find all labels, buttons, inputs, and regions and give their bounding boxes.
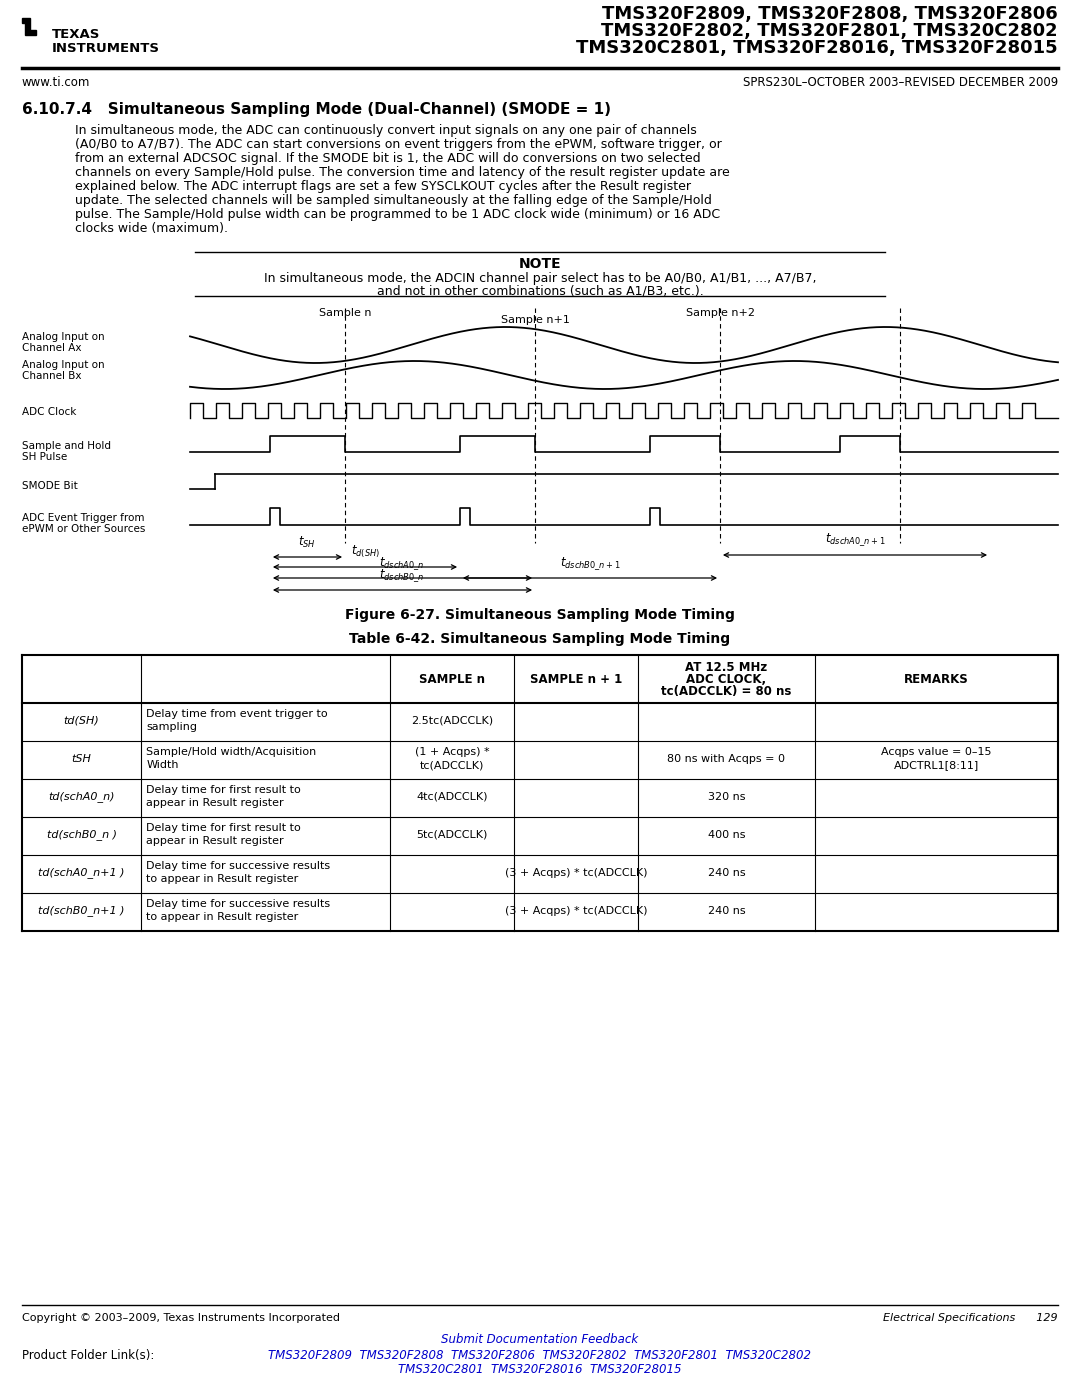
Text: channels on every Sample/Hold pulse. The conversion time and latency of the resu: channels on every Sample/Hold pulse. The…: [75, 166, 730, 179]
Text: Channel Bx: Channel Bx: [22, 372, 81, 381]
Text: 4tc(ADCCLK): 4tc(ADCCLK): [416, 792, 488, 802]
Text: Delay time from event trigger to: Delay time from event trigger to: [146, 710, 327, 719]
Text: appear in Result register: appear in Result register: [146, 835, 284, 847]
Text: tc(ADCCLK): tc(ADCCLK): [420, 760, 484, 770]
Text: INSTRUMENTS: INSTRUMENTS: [52, 42, 160, 54]
Text: TMS320C2801  TMS320F28016  TMS320F28015: TMS320C2801 TMS320F28016 TMS320F28015: [399, 1363, 681, 1376]
Text: td(schA0_n+1 ): td(schA0_n+1 ): [38, 868, 125, 879]
Text: $t_{dschA0\_n}$: $t_{dschA0\_n}$: [379, 555, 424, 571]
Text: ADC CLOCK,: ADC CLOCK,: [687, 673, 767, 686]
Text: TMS320F2809  TMS320F2808  TMS320F2806  TMS320F2802  TMS320F2801  TMS320C2802: TMS320F2809 TMS320F2808 TMS320F2806 TMS3…: [269, 1350, 811, 1362]
Text: NOTE: NOTE: [518, 257, 562, 271]
Text: TMS320C2801, TMS320F28016, TMS320F28015: TMS320C2801, TMS320F28016, TMS320F28015: [577, 39, 1058, 57]
Text: td(schB0_n ): td(schB0_n ): [46, 830, 117, 841]
Text: ePWM or Other Sources: ePWM or Other Sources: [22, 524, 146, 534]
Text: Copyright © 2003–2009, Texas Instruments Incorporated: Copyright © 2003–2009, Texas Instruments…: [22, 1313, 340, 1323]
Text: clocks wide (maximum).: clocks wide (maximum).: [75, 222, 228, 235]
Text: Channel Ax: Channel Ax: [22, 344, 81, 353]
Text: Delay time for first result to: Delay time for first result to: [146, 823, 301, 833]
Text: td(schB0_n+1 ): td(schB0_n+1 ): [38, 905, 125, 916]
Text: Table 6-42. Simultaneous Sampling Mode Timing: Table 6-42. Simultaneous Sampling Mode T…: [350, 631, 730, 645]
Text: (3 + Acqps) * tc(ADCCLK): (3 + Acqps) * tc(ADCCLK): [505, 868, 648, 877]
Text: ADC Event Trigger from: ADC Event Trigger from: [22, 513, 145, 522]
Text: Submit Documentation Feedback: Submit Documentation Feedback: [442, 1333, 638, 1345]
Text: (3 + Acqps) * tc(ADCCLK): (3 + Acqps) * tc(ADCCLK): [505, 905, 648, 915]
Text: to appear in Result register: to appear in Result register: [146, 875, 298, 884]
Polygon shape: [22, 18, 36, 35]
Text: Electrical Specifications      129: Electrical Specifications 129: [883, 1313, 1058, 1323]
Text: from an external ADCSOC signal. If the SMODE bit is 1, the ADC will do conversio: from an external ADCSOC signal. If the S…: [75, 152, 701, 165]
Text: SMODE Bit: SMODE Bit: [22, 481, 78, 490]
Text: $t_{SH}$: $t_{SH}$: [298, 535, 316, 550]
Text: In simultaneous mode, the ADC can continuously convert input signals on any one : In simultaneous mode, the ADC can contin…: [75, 124, 697, 137]
Text: 320 ns: 320 ns: [707, 792, 745, 802]
Text: Delay time for successive results: Delay time for successive results: [146, 861, 330, 870]
Text: Figure 6-27. Simultaneous Sampling Mode Timing: Figure 6-27. Simultaneous Sampling Mode …: [346, 608, 734, 622]
Text: tc(ADCCLK) = 80 ns: tc(ADCCLK) = 80 ns: [661, 685, 792, 698]
Text: update. The selected channels will be sampled simultaneously at the falling edge: update. The selected channels will be sa…: [75, 194, 712, 207]
Text: Delay time for first result to: Delay time for first result to: [146, 785, 301, 795]
Text: td(SH): td(SH): [64, 715, 99, 725]
Text: Sample/Hold width/Acquisition: Sample/Hold width/Acquisition: [146, 747, 316, 757]
Text: Product Folder Link(s):: Product Folder Link(s):: [22, 1350, 154, 1362]
Text: and not in other combinations (such as A1/B3, etc.).: and not in other combinations (such as A…: [377, 285, 703, 298]
Text: 240 ns: 240 ns: [707, 905, 745, 915]
Text: TEXAS: TEXAS: [52, 28, 100, 41]
Text: SAMPLE n + 1: SAMPLE n + 1: [530, 673, 622, 686]
Text: Sample n+2: Sample n+2: [686, 307, 755, 319]
Text: to appear in Result register: to appear in Result register: [146, 912, 298, 922]
Text: Acqps value = 0–15: Acqps value = 0–15: [881, 747, 991, 757]
Text: appear in Result register: appear in Result register: [146, 798, 284, 807]
Text: SAMPLE n: SAMPLE n: [419, 673, 485, 686]
Text: SPRS230L–OCTOBER 2003–REVISED DECEMBER 2009: SPRS230L–OCTOBER 2003–REVISED DECEMBER 2…: [743, 75, 1058, 89]
Text: (1 + Acqps) *: (1 + Acqps) *: [415, 747, 489, 757]
Text: Sample and Hold: Sample and Hold: [22, 441, 111, 451]
Text: 400 ns: 400 ns: [707, 830, 745, 840]
Text: $t_{dschA0\_n+1}$: $t_{dschA0\_n+1}$: [825, 531, 886, 548]
Text: Sample n+1: Sample n+1: [500, 314, 569, 326]
Text: In simultaneous mode, the ADCIN channel pair select has to be A0/B0, A1/B1, ...,: In simultaneous mode, the ADCIN channel …: [264, 272, 816, 285]
Text: REMARKS: REMARKS: [904, 673, 969, 686]
Text: SH Pulse: SH Pulse: [22, 453, 67, 462]
Text: 80 ns with Acqps = 0: 80 ns with Acqps = 0: [667, 753, 785, 764]
Text: 2.5tc(ADCCLK): 2.5tc(ADCCLK): [410, 715, 492, 725]
Text: $t_{dschB0\_n}$: $t_{dschB0\_n}$: [379, 567, 424, 584]
Text: Analog Input on: Analog Input on: [22, 360, 105, 370]
Text: $t_{d(SH)}$: $t_{d(SH)}$: [351, 543, 379, 560]
Text: 6.10.7.4   Simultaneous Sampling Mode (Dual-Channel) (SMODE = 1): 6.10.7.4 Simultaneous Sampling Mode (Dua…: [22, 102, 611, 117]
Text: (A0/B0 to A7/B7). The ADC can start conversions on event triggers from the ePWM,: (A0/B0 to A7/B7). The ADC can start conv…: [75, 138, 721, 151]
Text: ADCTRL1[8:11]: ADCTRL1[8:11]: [893, 760, 978, 770]
Text: Analog Input on: Analog Input on: [22, 332, 105, 342]
Text: ADC Clock: ADC Clock: [22, 407, 77, 416]
Text: TMS320F2809, TMS320F2808, TMS320F2806: TMS320F2809, TMS320F2808, TMS320F2806: [603, 6, 1058, 22]
Text: pulse. The Sample/Hold pulse width can be programmed to be 1 ADC clock wide (min: pulse. The Sample/Hold pulse width can b…: [75, 208, 720, 221]
Text: explained below. The ADC interrupt flags are set a few SYSCLKOUT cycles after th: explained below. The ADC interrupt flags…: [75, 180, 691, 193]
Text: www.ti.com: www.ti.com: [22, 75, 91, 89]
Text: 5tc(ADCCLK): 5tc(ADCCLK): [416, 830, 488, 840]
Text: td(schA0_n): td(schA0_n): [49, 792, 114, 802]
Text: AT 12.5 MHz: AT 12.5 MHz: [686, 661, 768, 673]
Text: $t_{dschB0\_n+1}$: $t_{dschB0\_n+1}$: [559, 555, 620, 571]
Text: TMS320F2802, TMS320F2801, TMS320C2802: TMS320F2802, TMS320F2801, TMS320C2802: [602, 22, 1058, 41]
Text: tSH: tSH: [71, 753, 92, 764]
Text: Sample n: Sample n: [319, 307, 372, 319]
Text: Width: Width: [146, 760, 178, 770]
Text: sampling: sampling: [146, 722, 198, 732]
Text: Delay time for successive results: Delay time for successive results: [146, 900, 330, 909]
Text: 240 ns: 240 ns: [707, 868, 745, 877]
